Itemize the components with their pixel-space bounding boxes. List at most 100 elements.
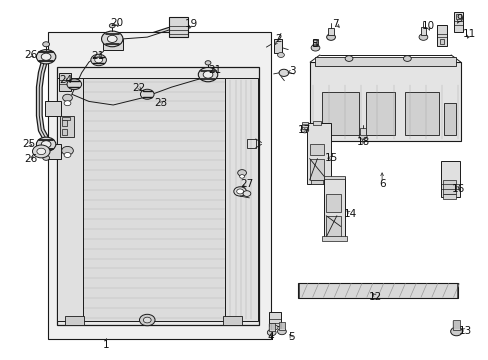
Circle shape [32,145,50,158]
Bar [61,117,70,120]
Bar [360,128,366,135]
Bar [441,161,459,197]
Circle shape [61,147,73,155]
Text: 10: 10 [421,21,434,31]
Circle shape [41,141,51,148]
Bar [455,14,460,19]
Bar [327,28,333,35]
Text: 6: 6 [378,179,385,189]
Bar [314,57,455,66]
Circle shape [359,134,366,139]
Bar [246,139,255,148]
Circle shape [237,170,246,176]
Text: 3: 3 [288,66,295,76]
Circle shape [300,127,308,133]
Bar [103,39,122,50]
Circle shape [204,61,210,65]
Bar [436,24,447,46]
Bar [47,32,271,339]
Circle shape [36,137,56,152]
Text: 18: 18 [356,138,369,148]
Bar [440,39,444,44]
Text: 21: 21 [208,65,222,75]
Bar [420,27,426,35]
Text: 11: 11 [462,29,475,39]
Circle shape [37,148,45,155]
Text: 23: 23 [154,98,168,108]
Circle shape [345,56,352,62]
Circle shape [310,45,319,51]
Text: 15: 15 [324,153,337,163]
Bar [312,39,318,46]
Circle shape [198,67,217,82]
Text: 4: 4 [267,332,274,342]
Text: 21: 21 [91,51,104,61]
Text: 25: 25 [22,139,35,149]
Circle shape [403,56,410,62]
Bar [443,103,455,135]
Text: 17: 17 [298,125,311,135]
Circle shape [239,175,244,178]
Text: 12: 12 [368,292,382,302]
Circle shape [139,314,155,326]
Circle shape [233,187,246,196]
Circle shape [102,31,122,47]
Bar [45,102,61,116]
Text: 13: 13 [458,326,471,336]
Bar [309,158,324,180]
Bar [452,320,459,330]
Text: 8: 8 [311,39,318,49]
Circle shape [243,191,250,197]
Circle shape [42,156,49,160]
Bar [322,237,346,242]
Text: 14: 14 [343,209,356,219]
Bar [61,120,66,126]
Bar [309,62,460,141]
Circle shape [143,317,151,323]
Bar [268,323,274,331]
Circle shape [203,71,212,78]
Bar [224,78,258,321]
Circle shape [418,34,427,40]
Bar [324,177,344,240]
Circle shape [95,57,102,63]
Bar [301,122,307,129]
Bar [325,216,340,237]
Circle shape [277,53,284,58]
Circle shape [109,23,115,28]
Bar [453,12,462,32]
Bar [60,116,74,137]
Bar [81,78,224,321]
Bar [268,312,281,327]
Bar [222,316,242,325]
Circle shape [41,53,51,60]
Bar [61,129,66,135]
Circle shape [279,69,288,76]
Bar [325,194,340,212]
Bar [404,93,438,135]
Bar [64,316,84,325]
Bar [322,93,358,135]
Circle shape [36,50,56,64]
Circle shape [236,189,243,194]
Text: 26: 26 [24,50,37,60]
Circle shape [62,94,72,102]
Bar [273,39,282,53]
Circle shape [42,42,49,47]
Circle shape [64,153,71,157]
Bar [309,144,324,155]
Circle shape [140,89,154,99]
Bar [366,93,394,135]
Bar [310,180,322,184]
Text: 9: 9 [455,14,462,24]
Text: 24: 24 [59,75,72,85]
Text: 27: 27 [239,179,253,189]
Text: 20: 20 [110,18,123,28]
Bar [442,194,456,199]
Text: 19: 19 [184,19,197,29]
Text: 7: 7 [332,18,339,28]
Bar [324,176,344,179]
Circle shape [64,101,71,106]
Bar [297,283,458,298]
Bar [279,322,285,330]
